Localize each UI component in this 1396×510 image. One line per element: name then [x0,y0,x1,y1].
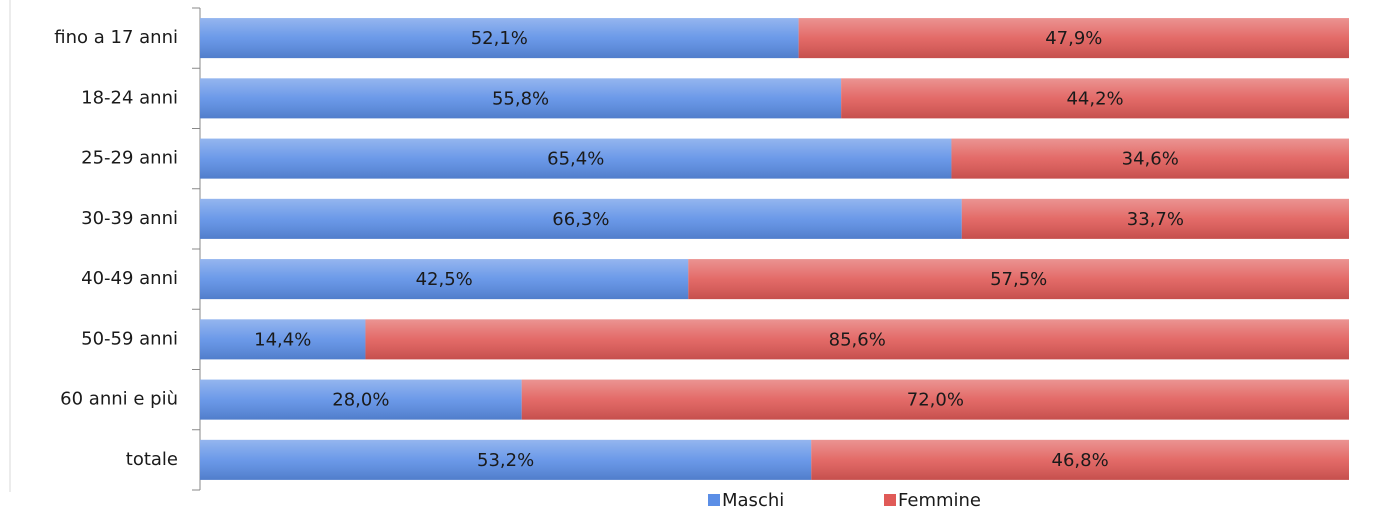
y-tick-label: 50-59 anni [81,328,178,349]
bar-shine [200,138,952,179]
legend-swatch [884,494,896,506]
legend-label: Maschi [722,490,784,510]
bar-shine [200,259,689,300]
legend-swatch [708,494,720,506]
y-tick-label: 40-49 anni [81,268,178,289]
bar-shine [798,18,1349,59]
y-tick-label: 18-24 anni [81,87,178,108]
data-label: 47,9% [1045,28,1102,49]
data-label: 65,4% [547,149,604,170]
data-label: 57,5% [990,269,1047,290]
bar-shine [951,138,1349,179]
bar-shine [200,439,812,480]
bar-shine [841,78,1349,119]
bar-shine [200,78,842,119]
bar-shine [200,319,366,360]
bar-shine [811,439,1349,480]
y-tick-label: 25-29 anni [81,148,178,169]
data-label: 85,6% [829,329,886,350]
bar-shine [200,379,522,420]
bar-shine [200,18,799,59]
bar-shine [521,379,1349,420]
y-tick-label: totale [126,449,178,470]
data-label: 28,0% [332,390,389,411]
data-label: 33,7% [1127,209,1184,230]
data-label: 55,8% [492,88,549,109]
data-label: 14,4% [254,329,311,350]
data-label: 46,8% [1052,450,1109,471]
data-label: 66,3% [552,209,609,230]
bar-shine [365,319,1349,360]
y-tick-label: 30-39 anni [81,208,178,229]
data-label: 53,2% [477,450,534,471]
data-label: 72,0% [907,390,964,411]
data-label: 44,2% [1066,88,1123,109]
bar-shine [688,259,1349,300]
legend-label: Femmine [898,490,981,510]
bar-shine [961,198,1349,239]
y-tick-label: fino a 17 anni [54,27,178,48]
y-tick-label: 60 anni e più [60,389,178,410]
data-label: 42,5% [416,269,473,290]
data-label: 52,1% [471,28,528,49]
data-label: 34,6% [1122,149,1179,170]
bar-shine [200,198,962,239]
